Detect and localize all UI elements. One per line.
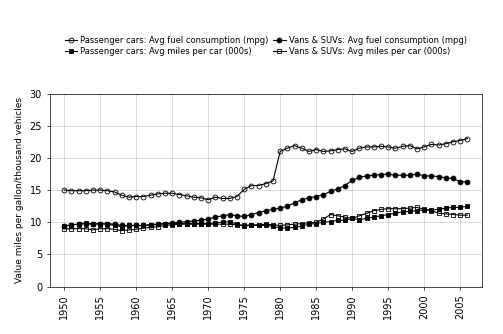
Vans & SUVs: Avg miles per car (000s): (1.97e+03, 9.7): Avg miles per car (000s): (1.97e+03, 9.7…	[177, 222, 183, 226]
Line: Passenger cars: Avg fuel consumption (mpg): Passenger cars: Avg fuel consumption (mp…	[62, 136, 470, 202]
Vans & SUVs: Avg fuel consumption (mpg): (1.96e+03, 9.9): Avg fuel consumption (mpg): (1.96e+03, 9…	[169, 221, 175, 225]
Y-axis label: Value miles per gallon/thousand vehicles: Value miles per gallon/thousand vehicles	[15, 97, 24, 283]
Passenger cars: Avg miles per car (000s): (1.95e+03, 9.35): Avg miles per car (000s): (1.95e+03, 9.3…	[61, 224, 67, 228]
Passenger cars: Avg miles per car (000s): (2.01e+03, 12.5): Avg miles per car (000s): (2.01e+03, 12.…	[464, 204, 470, 208]
Vans & SUVs: Avg fuel consumption (mpg): (1.95e+03, 9.8): Avg fuel consumption (mpg): (1.95e+03, 9…	[82, 221, 89, 225]
Vans & SUVs: Avg miles per car (000s): (1.99e+03, 10.8): Avg miles per car (000s): (1.99e+03, 10.…	[342, 215, 348, 219]
Passenger cars: Avg fuel consumption (mpg): (1.95e+03, 14.9): Avg fuel consumption (mpg): (1.95e+03, 1…	[75, 189, 81, 193]
Passenger cars: Avg miles per car (000s): (1.97e+03, 9.7): Avg miles per car (000s): (1.97e+03, 9.7…	[234, 222, 240, 226]
Passenger cars: Avg fuel consumption (mpg): (2.01e+03, 23): Avg fuel consumption (mpg): (2.01e+03, 2…	[464, 137, 470, 141]
Vans & SUVs: Avg fuel consumption (mpg): (1.95e+03, 9.7): Avg fuel consumption (mpg): (1.95e+03, 9…	[75, 222, 81, 226]
Passenger cars: Avg miles per car (000s): (1.96e+03, 9.8): Avg miles per car (000s): (1.96e+03, 9.8…	[169, 221, 175, 225]
Line: Vans & SUVs: Avg fuel consumption (mpg): Vans & SUVs: Avg fuel consumption (mpg)	[62, 172, 470, 228]
Legend: Passenger cars: Avg fuel consumption (mpg), Passenger cars: Avg miles per car (0: Passenger cars: Avg fuel consumption (mp…	[65, 36, 467, 56]
Vans & SUVs: Avg fuel consumption (mpg): (2e+03, 17.5): Avg fuel consumption (mpg): (2e+03, 17.5…	[385, 172, 391, 176]
Vans & SUVs: Avg miles per car (000s): (1.99e+03, 10.6): Avg miles per car (000s): (1.99e+03, 10.…	[349, 216, 355, 220]
Vans & SUVs: Avg fuel consumption (mpg): (1.99e+03, 15.7): Avg fuel consumption (mpg): (1.99e+03, 1…	[342, 184, 348, 188]
Passenger cars: Avg fuel consumption (mpg): (1.96e+03, 14.5): Avg fuel consumption (mpg): (1.96e+03, 1…	[169, 191, 175, 195]
Passenger cars: Avg fuel consumption (mpg): (1.99e+03, 21): Avg fuel consumption (mpg): (1.99e+03, 2…	[349, 149, 355, 153]
Vans & SUVs: Avg miles per car (000s): (2e+03, 12.3): Avg miles per car (000s): (2e+03, 12.3)	[414, 205, 420, 209]
Passenger cars: Avg miles per car (000s): (1.98e+03, 9.1): Avg miles per car (000s): (1.98e+03, 9.1…	[277, 226, 283, 230]
Vans & SUVs: Avg miles per car (000s): (1.95e+03, 9): Avg miles per car (000s): (1.95e+03, 9)	[75, 227, 81, 231]
Vans & SUVs: Avg miles per car (000s): (2.01e+03, 11.1): Avg miles per car (000s): (2.01e+03, 11.…	[464, 213, 470, 217]
Vans & SUVs: Avg miles per car (000s): (1.95e+03, 9): Avg miles per car (000s): (1.95e+03, 9)	[61, 227, 67, 231]
Passenger cars: Avg fuel consumption (mpg): (1.95e+03, 15): Avg fuel consumption (mpg): (1.95e+03, 1…	[61, 188, 67, 192]
Passenger cars: Avg miles per car (000s): (1.99e+03, 10.6): Avg miles per car (000s): (1.99e+03, 10.…	[349, 216, 355, 220]
Vans & SUVs: Avg miles per car (000s): (1.98e+03, 9.5): Avg miles per car (000s): (1.98e+03, 9.5…	[241, 223, 247, 227]
Passenger cars: Avg miles per car (000s): (1.95e+03, 9.7): Avg miles per car (000s): (1.95e+03, 9.7…	[75, 222, 81, 226]
Vans & SUVs: Avg fuel consumption (mpg): (2.01e+03, 16.3): Avg fuel consumption (mpg): (2.01e+03, 1…	[464, 180, 470, 184]
Passenger cars: Avg miles per car (000s): (1.95e+03, 9.9): Avg miles per car (000s): (1.95e+03, 9.9…	[82, 221, 89, 225]
Passenger cars: Avg fuel consumption (mpg): (1.98e+03, 15.1): Avg fuel consumption (mpg): (1.98e+03, 1…	[241, 187, 247, 191]
Vans & SUVs: Avg fuel consumption (mpg): (1.97e+03, 11): Avg fuel consumption (mpg): (1.97e+03, 1…	[234, 214, 240, 218]
Passenger cars: Avg miles per car (000s): (1.99e+03, 10.3): Avg miles per car (000s): (1.99e+03, 10.…	[342, 218, 348, 222]
Passenger cars: Avg fuel consumption (mpg): (1.97e+03, 13.5): Avg fuel consumption (mpg): (1.97e+03, 1…	[205, 198, 211, 202]
Line: Passenger cars: Avg miles per car (000s): Passenger cars: Avg miles per car (000s)	[62, 204, 470, 230]
Vans & SUVs: Avg fuel consumption (mpg): (1.95e+03, 9.4): Avg fuel consumption (mpg): (1.95e+03, 9…	[61, 224, 67, 228]
Passenger cars: Avg fuel consumption (mpg): (1.95e+03, 14.9): Avg fuel consumption (mpg): (1.95e+03, 1…	[82, 189, 89, 193]
Vans & SUVs: Avg fuel consumption (mpg): (1.99e+03, 15.2): Avg fuel consumption (mpg): (1.99e+03, 1…	[335, 187, 341, 191]
Vans & SUVs: Avg miles per car (000s): (1.95e+03, 9): Avg miles per car (000s): (1.95e+03, 9)	[82, 227, 89, 231]
Line: Vans & SUVs: Avg miles per car (000s): Vans & SUVs: Avg miles per car (000s)	[62, 205, 470, 233]
Vans & SUVs: Avg miles per car (000s): (1.96e+03, 8.7): Avg miles per car (000s): (1.96e+03, 8.7…	[119, 228, 125, 232]
Passenger cars: Avg fuel consumption (mpg): (1.99e+03, 21.4): Avg fuel consumption (mpg): (1.99e+03, 2…	[342, 147, 348, 151]
